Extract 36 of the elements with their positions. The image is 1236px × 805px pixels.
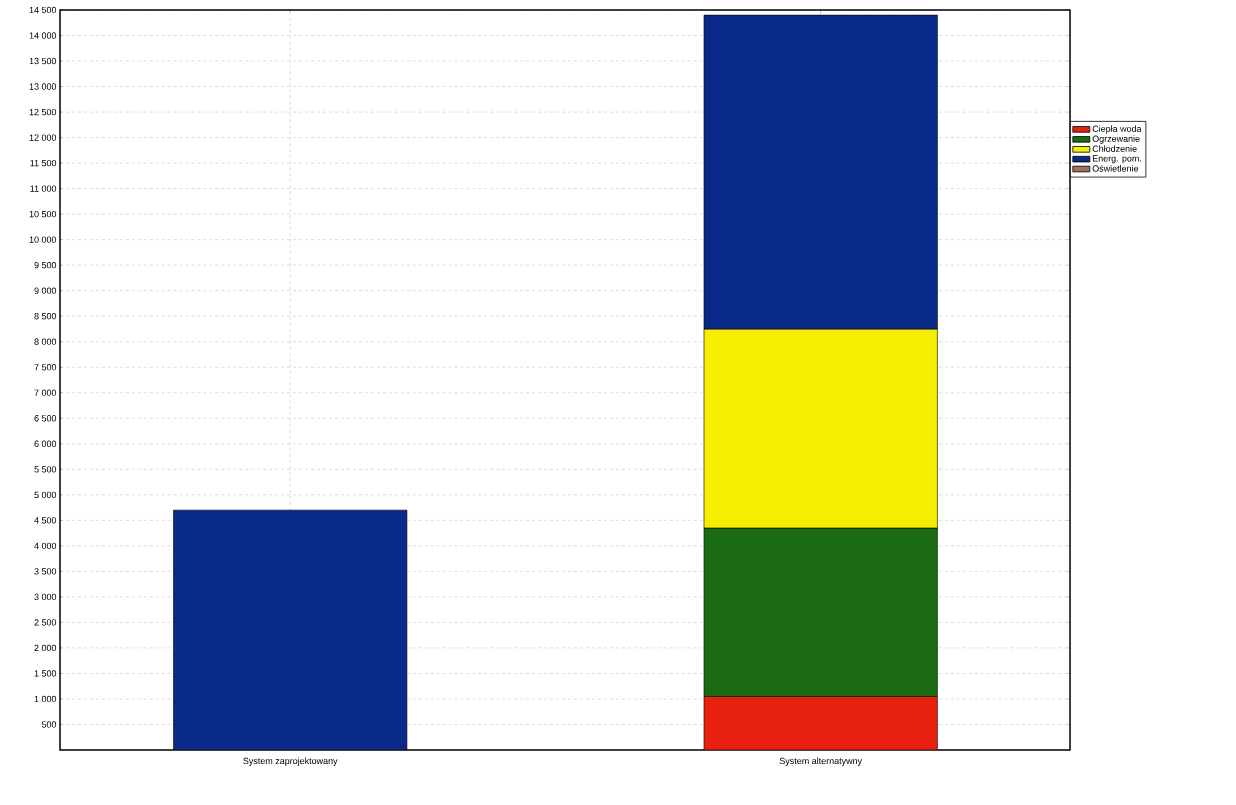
y-tick-label: 500	[41, 721, 57, 728]
y-tick-label: 13 500	[29, 57, 57, 65]
y-tick-label: 14 000	[29, 32, 57, 39]
legend-label: Ogrzewanie	[1092, 135, 1140, 144]
y-tick-label: 1 000	[34, 695, 57, 703]
y-tick-label: 10 500	[29, 210, 57, 218]
y-tick-label: 3 500	[34, 568, 57, 575]
y-tick-label: 9 500	[34, 261, 57, 269]
legend-label: Chłodzenie	[1092, 145, 1137, 152]
y-tick-label: 14 500	[29, 6, 57, 14]
legend-label: Energ. pom.	[1092, 155, 1142, 164]
y-tick-label: 11 000	[30, 185, 57, 192]
y-tick-label: 7 000	[34, 389, 57, 396]
y-tick-label: 12 500	[29, 108, 57, 116]
y-tick-label: 4 500	[34, 517, 57, 524]
y-tick-label: 5 000	[34, 491, 57, 499]
y-tick-label: 10 000	[29, 236, 57, 243]
y-tick-label: 11 500	[30, 159, 57, 167]
y-tick-label: 7 500	[34, 364, 57, 371]
y-tick-label: 5 500	[34, 466, 57, 473]
y-tick-label: 2 000	[34, 644, 57, 652]
y-tick-label: 8 000	[34, 338, 57, 345]
x-tick-label: System zaprojektowany	[243, 757, 338, 766]
y-tick-label: 9 000	[34, 287, 57, 294]
y-tick-label: 4 000	[34, 542, 57, 550]
y-tick-label: 13 000	[29, 83, 57, 90]
legend-label: Ciepła woda	[1092, 125, 1142, 134]
y-tick-label: 1 500	[34, 670, 57, 677]
x-tick-label: System alternatywny	[779, 757, 863, 766]
legend-label: Oświetlenie	[1092, 164, 1139, 172]
y-tick-label: 3 000	[34, 593, 57, 601]
y-tick-label: 8 500	[34, 313, 57, 320]
y-tick-label: 2 500	[34, 619, 57, 626]
y-tick-label: 6 000	[34, 440, 57, 447]
y-tick-label: 6 500	[34, 415, 57, 422]
y-tick-label: 12 000	[29, 134, 57, 141]
